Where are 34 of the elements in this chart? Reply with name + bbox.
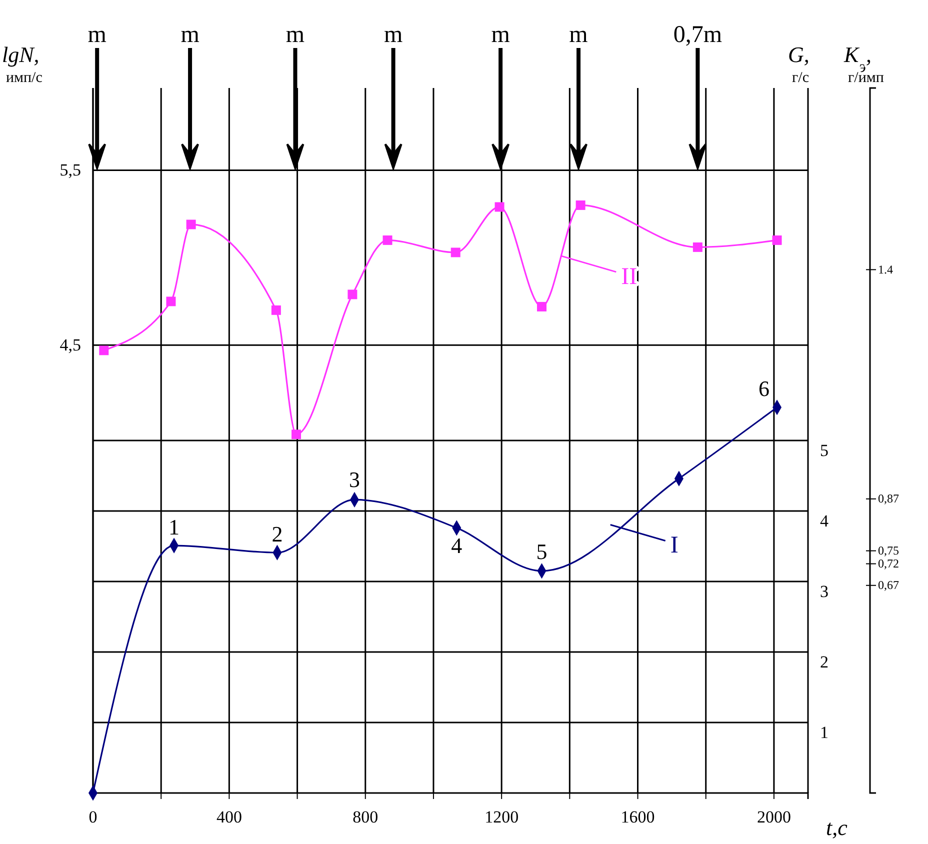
x-tick-label: 1200 [484,807,519,826]
y2-tick-label: 3 [820,582,828,601]
x-tick-label: 400 [216,807,242,826]
annotation: 3 [348,467,360,492]
y3-tick-label: 0,75 [878,544,899,558]
ref-line-label: 0,7m [673,22,722,48]
ref-line-label: m [491,22,510,48]
y2-tick-label: 4 [820,511,829,530]
annotation: 2 [272,521,283,546]
ref-line-label: m [286,22,305,48]
x-tick-label: 2000 [756,807,791,826]
ref-line-label: m [180,22,200,48]
x-tick-label: 1600 [620,807,655,826]
annotation: 5 [536,538,548,564]
annotation: 6 [758,376,770,402]
legend-label: II [621,264,638,290]
ref-line-label: m [569,22,588,48]
ref-line-label: m [384,22,403,48]
x-axis-title: t,с [826,815,848,840]
annotation: 1 [168,514,180,540]
y-tick-label: 5,5 [60,160,81,180]
legend-label: I [670,532,678,559]
y-tick-label: 4,5 [60,336,81,355]
y2-tick-label: 5 [820,440,828,460]
y3-tick-label: 0,67 [878,578,899,592]
y3-tick-label: 1.4 [878,262,893,276]
ref-line-label: m [88,22,107,48]
y3-tick-label: 0,72 [878,556,899,571]
y2-tick-label: 2 [820,652,828,672]
y2-tick-label: 1 [820,722,828,742]
x-tick-label: 800 [352,807,378,826]
y3-tick-label: 0,87 [878,492,899,506]
x-tick-label: 0 [88,807,98,826]
annotation: 4 [451,533,462,558]
